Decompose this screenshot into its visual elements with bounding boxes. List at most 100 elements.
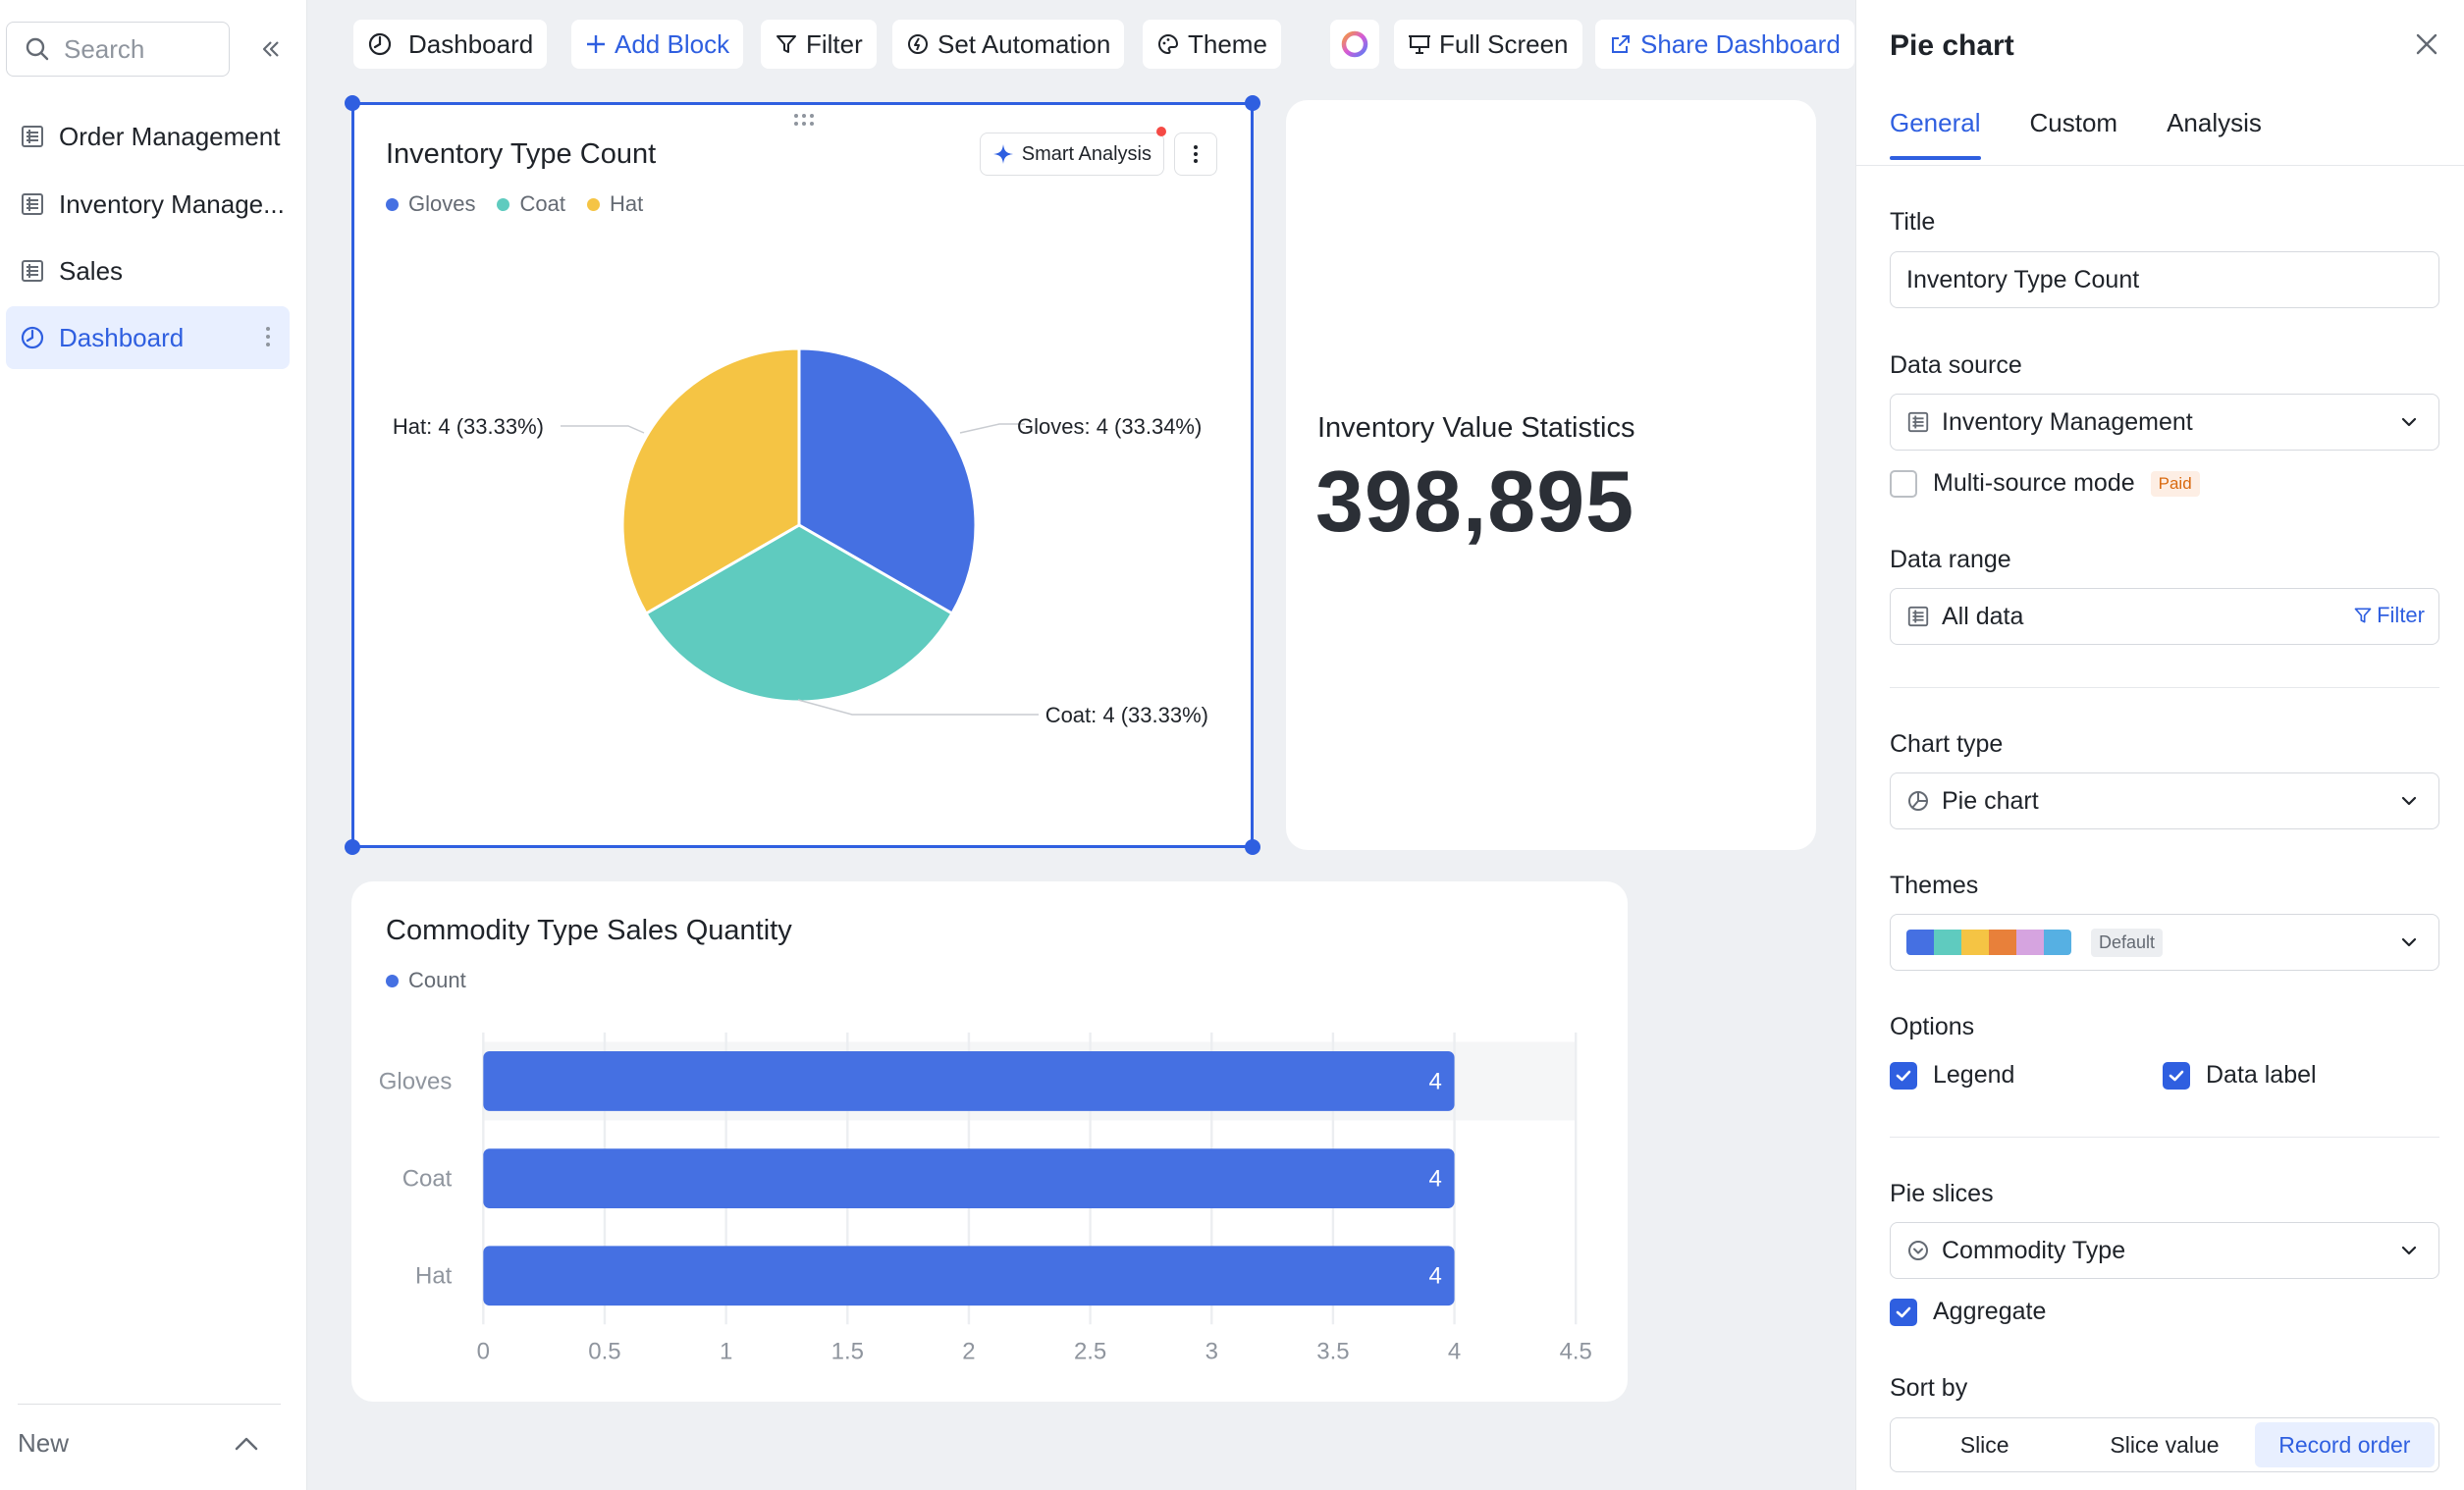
gloves-leader-line [959,423,1025,434]
chevron-down-icon [2399,791,2419,811]
collapse-sidebar-icon[interactable] [253,31,289,67]
aggregate-option-row[interactable]: Aggregate [1890,1298,2046,1326]
share-dashboard-button[interactable]: Share Dashboard [1595,20,1854,69]
aggregate-checkbox[interactable] [1890,1298,1917,1326]
pie-label-coat: Coat: 4 (33.33%) [1045,703,1208,727]
statistics-card[interactable]: Inventory Value Statistics 398,895 [1286,100,1816,850]
legend-item-count[interactable]: Count [386,968,466,993]
themes-label: Themes [1890,872,1979,899]
title-input[interactable]: Inventory Type Count [1890,251,2439,308]
x-tick-label: 1.5 [831,1338,864,1364]
tab-general[interactable]: General [1890,108,1981,160]
bar-hat[interactable] [483,1246,1455,1306]
data-source-value: Inventory Management [1942,407,2193,436]
ai-ring-icon [1339,28,1370,60]
data-label-checkbox[interactable] [2163,1061,2190,1090]
search-input[interactable]: Search [6,22,230,77]
themes-select[interactable]: Default [1890,914,2439,971]
bar-chart-title: Commodity Type Sales Quantity [386,915,792,946]
sort-option-slice[interactable]: Slice [1959,1432,2009,1458]
panel-tabs: General Custom Analysis [1890,108,2262,160]
set-automation-label: Set Automation [937,28,1111,59]
close-icon[interactable] [2414,31,2439,57]
sort-option-record-order[interactable]: Record order [2254,1422,2435,1467]
sidebar-item-label: Order Management [59,121,281,151]
filter-icon [775,32,798,56]
multi-source-row[interactable]: Multi-source mode Paid [1890,469,2200,498]
table-icon [20,258,45,284]
statistic-value: 398,895 [1315,452,1635,550]
full-screen-label: Full Screen [1439,28,1569,59]
chevron-up-icon[interactable] [234,1436,259,1452]
data-source-select[interactable]: Inventory Management [1890,394,2439,451]
pie-slices-select[interactable]: Commodity Type [1890,1222,2439,1279]
resize-handle-bottom-right[interactable] [1245,839,1260,855]
bar-data-label: 4 [1428,1068,1441,1094]
resize-handle-bottom-left[interactable] [345,839,360,855]
chevron-down-icon [2399,932,2419,952]
theme-swatches [1906,930,2071,955]
option-field-icon [1906,1239,1930,1262]
sidebar-item-sales[interactable]: Sales [6,239,290,302]
dashboard-icon [367,31,393,57]
data-range-filter-button[interactable]: Filter [2353,603,2425,628]
data-label-option-row[interactable]: Data label [2163,1061,2317,1090]
section-divider [1890,687,2439,688]
resize-handle-top-left[interactable] [345,95,360,111]
data-range-field[interactable]: All data Filter [1890,588,2439,645]
smart-analysis-button[interactable]: Smart Analysis [979,133,1164,176]
more-vertical-icon[interactable] [264,324,272,349]
multi-source-checkbox[interactable] [1890,469,1917,498]
table-icon [20,191,45,217]
sidebar-item-dashboard[interactable]: Dashboard [6,306,290,369]
new-section[interactable]: New [18,1404,281,1482]
statistic-label: Inventory Value Statistics [1317,412,1635,444]
legend-item-gloves[interactable]: Gloves [386,191,475,217]
pie-slice-hat[interactable] [620,346,801,616]
sidebar-item-order-management[interactable]: Order Management [6,105,290,168]
legend-item-hat[interactable]: Hat [586,191,644,217]
y-category-label: Gloves [379,1068,453,1094]
legend-item-coat[interactable]: Coat [497,191,565,217]
more-vertical-icon [1193,143,1199,165]
chart-type-label: Chart type [1890,730,2004,758]
chevron-down-icon [2399,412,2419,432]
pie-chart-card[interactable]: Inventory Type Count Gloves Coat Hat Sma… [345,95,1260,855]
add-block-button[interactable]: Add Block [571,20,744,69]
legend-dot [586,197,600,211]
sort-option-slice-value[interactable]: Slice value [2110,1432,2220,1458]
filter-button[interactable]: Filter [761,20,877,69]
full-screen-button[interactable]: Full Screen [1394,20,1582,69]
drag-handle-icon[interactable] [792,113,816,127]
data-label-option-label: Data label [2206,1061,2317,1089]
bar-coat[interactable] [483,1148,1455,1208]
pie-label-hat: Hat: 4 (33.33%) [393,414,544,439]
tab-custom[interactable]: Custom [2029,108,2118,137]
pie-legend: Gloves Coat Hat [386,191,643,217]
set-automation-button[interactable]: Set Automation [892,20,1125,69]
chart-type-select[interactable]: Pie chart [1890,772,2439,829]
share-icon [1609,32,1633,56]
theme-button[interactable]: Theme [1143,20,1281,69]
more-options-button[interactable] [1174,133,1217,176]
ai-assistant-button[interactable] [1330,20,1379,69]
chevron-down-icon [2399,1241,2419,1260]
legend-option-row[interactable]: Legend [1890,1061,2014,1090]
pie-slice-gloves[interactable] [797,346,978,616]
sort-by-label: Sort by [1890,1374,1968,1402]
legend-label: Hat [609,191,644,216]
x-tick-label: 1 [720,1338,732,1364]
search-icon [25,36,50,62]
sort-by-segmented-control: Slice Slice value Record order [1890,1417,2439,1472]
legend-checkbox[interactable] [1890,1061,1917,1090]
resize-handle-top-right[interactable] [1245,95,1260,111]
sidebar-item-inventory-management[interactable]: Inventory Manage... [6,173,290,236]
theme-color-swatch [1961,930,1989,955]
dashboard-title-button[interactable]: Dashboard [353,20,548,69]
bar-chart-card[interactable]: Commodity Type Sales Quantity Count 0 0.5… [351,881,1628,1402]
pie-slice-coat[interactable] [644,523,954,704]
table-icon [20,124,45,149]
tab-analysis[interactable]: Analysis [2167,108,2262,137]
bar-gloves[interactable] [483,1051,1455,1111]
sidebar: Search Order Management Inventory Manage… [0,0,307,1490]
